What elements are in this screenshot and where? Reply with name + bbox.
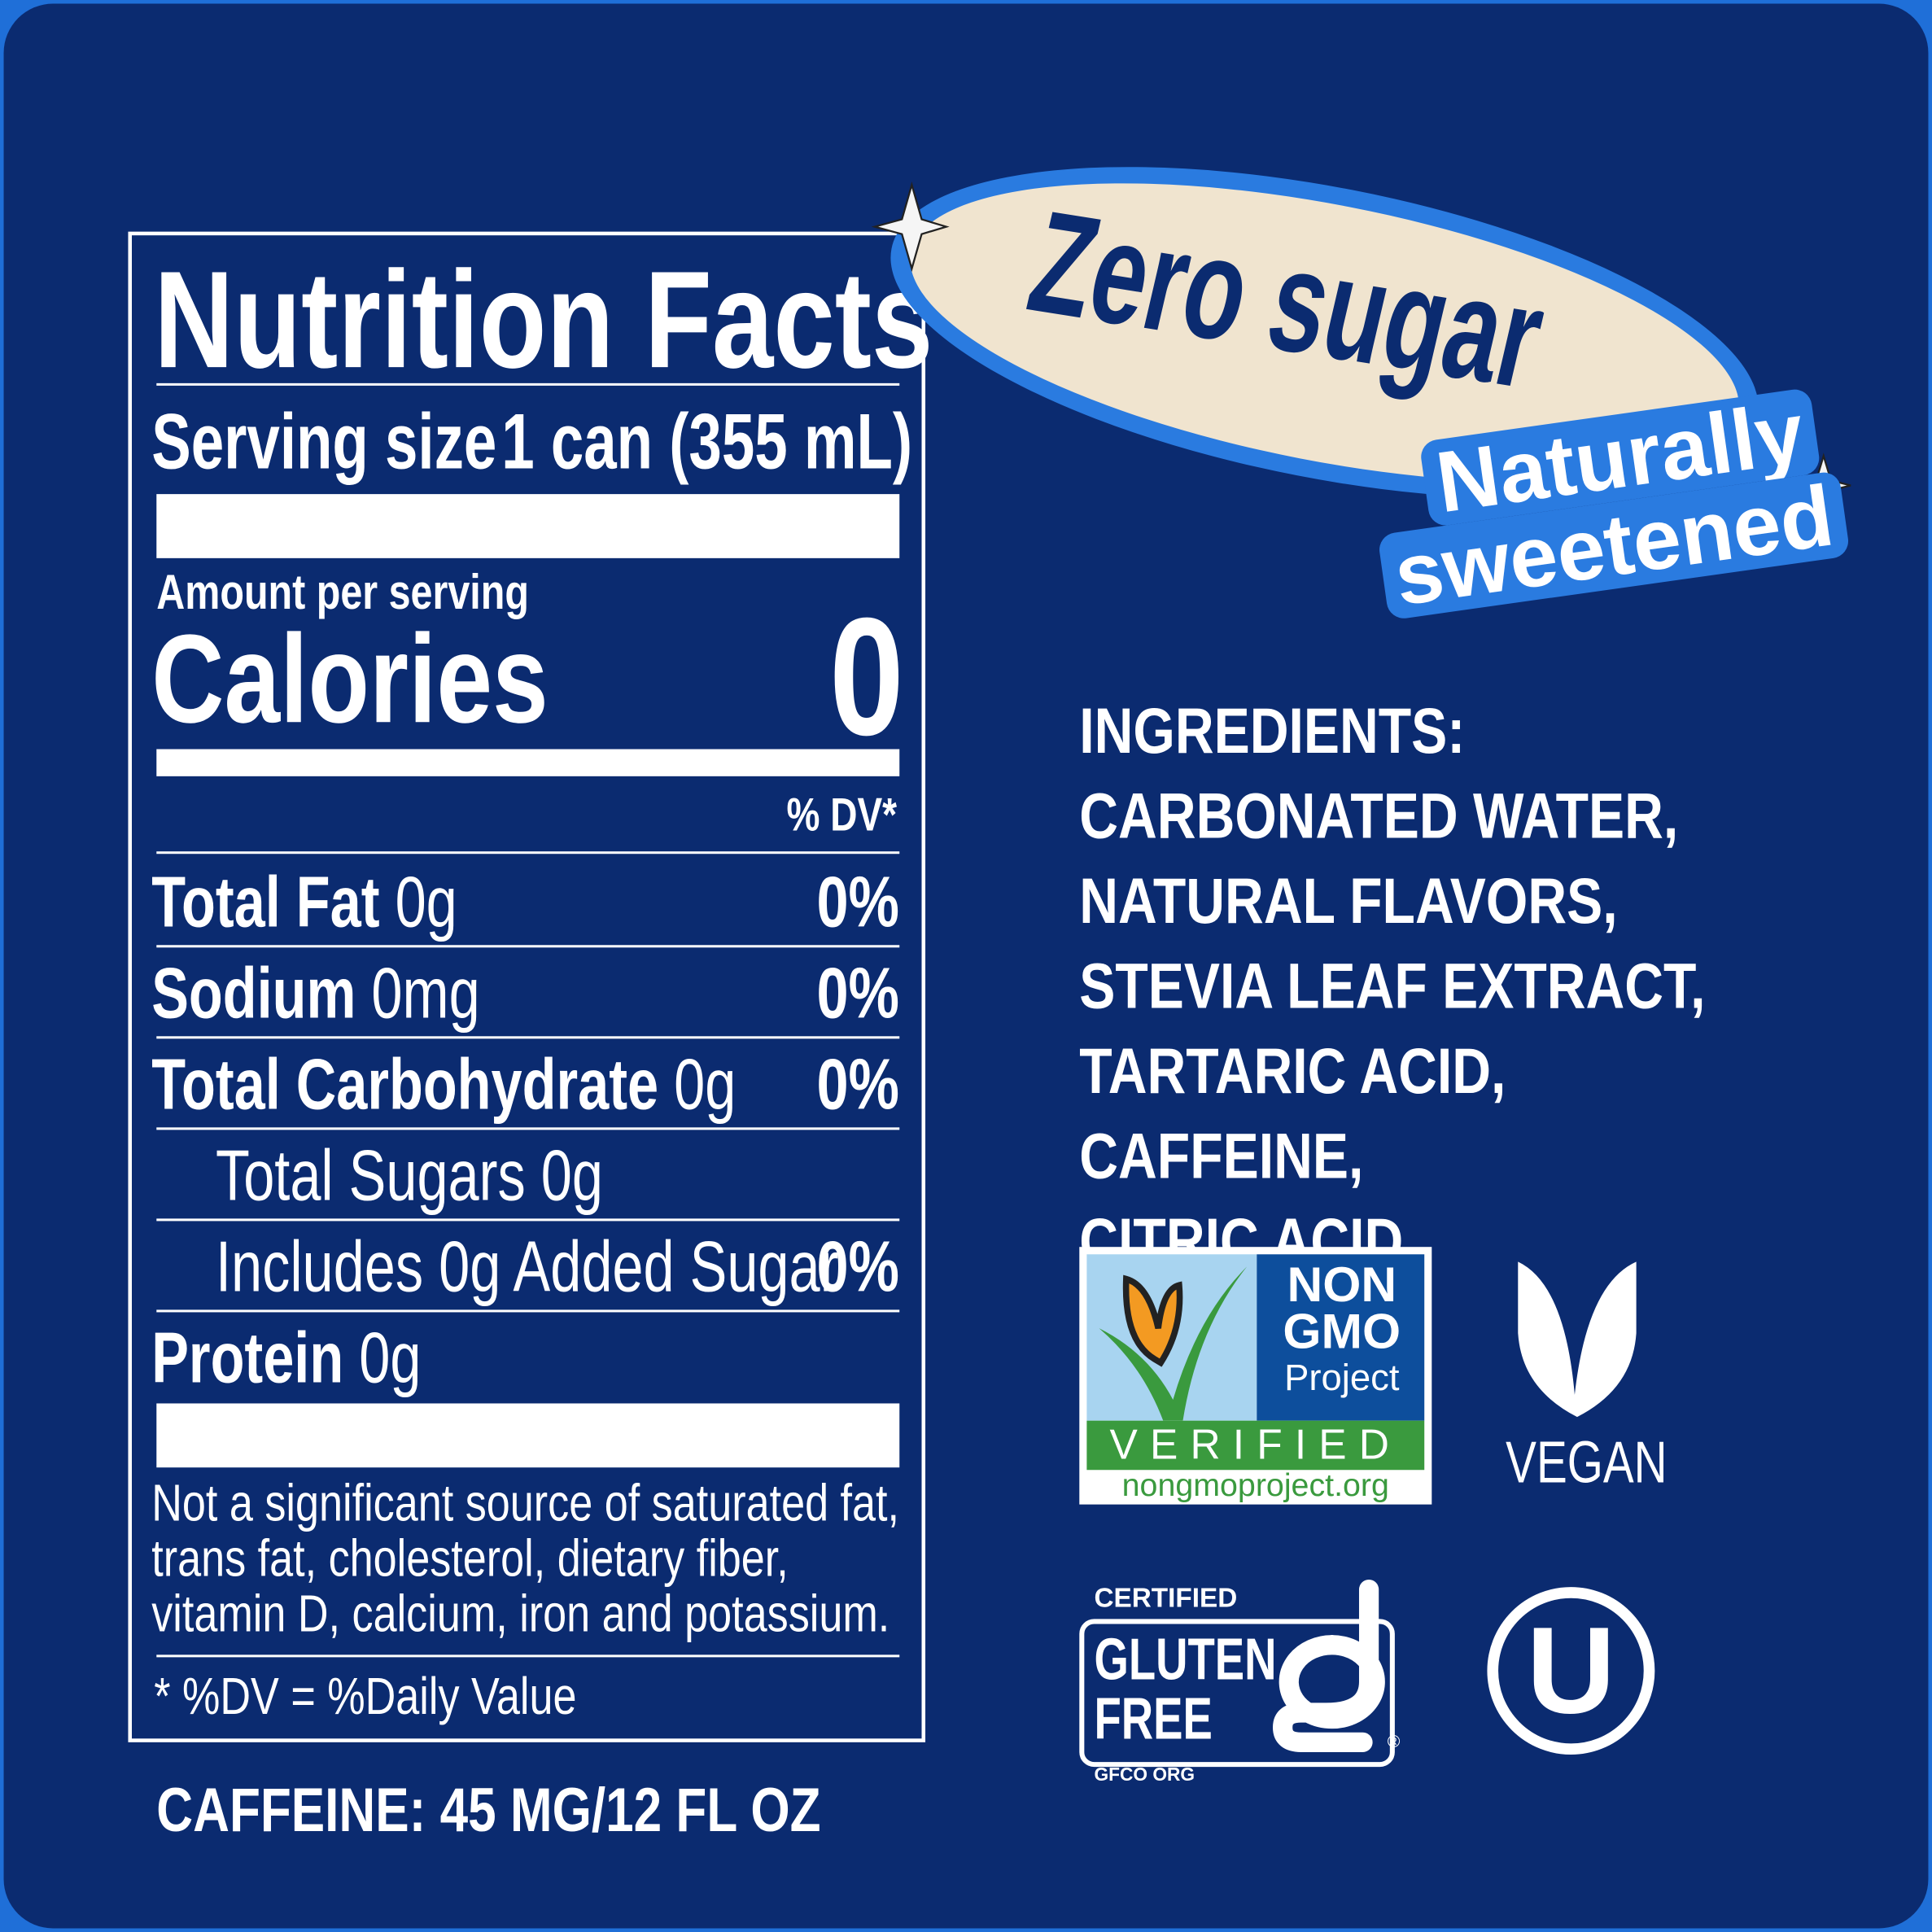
nutrient-row: Total Fat 0g 0%	[151, 861, 899, 942]
non-gmo-verified-logo: NON GMO Project VERIFIED nongmoproject.o…	[1079, 1247, 1432, 1505]
nutrient-label: Total Sugars 0g	[215, 1135, 603, 1217]
dv-header: % DV*	[786, 789, 898, 842]
nutrient-amount: 0mg	[371, 953, 480, 1034]
ingredients-list: INGREDIENTS: CARBONATED WATER, NATURAL F…	[1079, 696, 1706, 1279]
nutrition-title: Nutrition Facts	[154, 243, 933, 397]
nutrient-label: Protein 0g	[151, 1318, 422, 1399]
calories-label: Calories	[151, 608, 549, 750]
nutrient-dv: 0%	[816, 953, 900, 1034]
nutrient-row: Includes 0g Added Sugar 0%	[151, 1226, 899, 1307]
caffeine-content: CAFFEINE: 45 MG/12 FL OZ	[156, 1775, 821, 1845]
nutrient-row: Sodium 0mg 0%	[151, 952, 899, 1034]
gluten-free-logo: CERTIFIED GLUTEN FREE ® GFCO ORG	[1079, 1577, 1412, 1793]
nutrient-dv: 0%	[816, 1044, 900, 1126]
butterfly-grass-icon	[1099, 1266, 1248, 1421]
sparkle-icon	[871, 181, 950, 273]
nutrient-amount: 0g	[395, 862, 457, 943]
nutrient-label: Includes 0g Added Sugar	[215, 1226, 839, 1308]
nutrient-dv: 0%	[816, 1226, 900, 1308]
nutrient-row: Total Sugars 0g	[151, 1134, 899, 1216]
gluten-g-icon	[1272, 1579, 1385, 1752]
kosher-ou-logo: U	[1487, 1587, 1655, 1755]
nutrient-label: Sodium 0mg	[151, 953, 480, 1034]
serving-size-label: Serving size	[151, 396, 497, 486]
nutrient-row: Total Carbohydrate 0g 0%	[151, 1043, 899, 1125]
vegan-v-icon	[1518, 1261, 1637, 1418]
nutrient-amount: 0g	[359, 1318, 422, 1399]
vegan-label: VEGAN	[1506, 1430, 1668, 1497]
serving-size-value: 1 can (355 mL)	[501, 396, 913, 486]
nutrient-label: Total Carbohydrate 0g	[151, 1044, 737, 1126]
dv-note: * %DV = %Daily Value	[154, 1667, 577, 1725]
nutrient-dv: 0%	[816, 862, 900, 943]
amount-per-serving: Amount per serving	[156, 565, 529, 620]
calories-value: 0	[829, 583, 905, 771]
footnote: Not a significant source of saturated fa…	[151, 1473, 900, 1643]
nutrition-facts-panel: Nutrition Facts Serving size 1 can (355 …	[128, 231, 933, 1742]
nutrient-row: Protein 0g	[151, 1317, 899, 1398]
nutrient-amount: 0g	[674, 1044, 737, 1126]
nutrient-label: Total Fat 0g	[151, 862, 457, 943]
